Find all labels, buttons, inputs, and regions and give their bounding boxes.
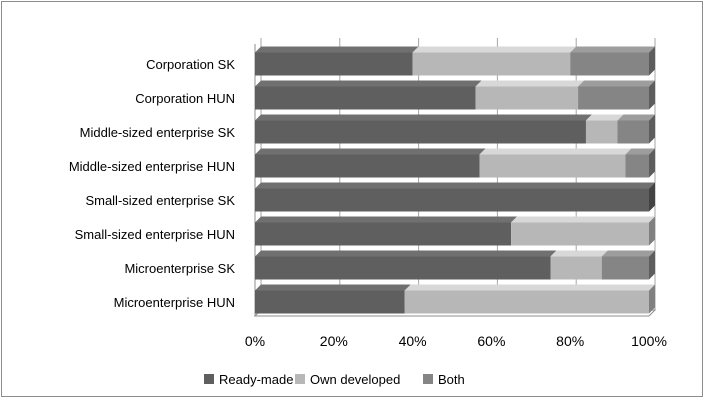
bar-ready-made bbox=[255, 290, 405, 314]
bar-ready-made bbox=[255, 222, 512, 246]
bar-ready-made-top bbox=[255, 80, 482, 87]
bar-own-developed-top bbox=[585, 114, 624, 121]
x-tick-label: 100% bbox=[631, 333, 667, 349]
category-label: Middle-sized enterprise HUN bbox=[69, 159, 235, 174]
bar-both-top bbox=[578, 80, 655, 87]
bar-end-cap bbox=[649, 148, 655, 178]
bar-both bbox=[625, 154, 649, 178]
x-tick-label: 20% bbox=[320, 333, 348, 349]
bar-ready-made bbox=[255, 86, 476, 110]
bar-own-developed bbox=[475, 86, 579, 110]
bar-ready-made bbox=[255, 256, 551, 280]
x-tick-label: 80% bbox=[556, 333, 584, 349]
x-tick-label: 0% bbox=[245, 333, 265, 349]
category-label: Corporation HUN bbox=[135, 91, 235, 106]
bar-own-developed-top bbox=[511, 216, 655, 223]
bar-end-cap bbox=[649, 250, 655, 280]
bar-ready-made-top bbox=[255, 250, 557, 257]
category-label: Microenterprise SK bbox=[124, 261, 235, 276]
bar-own-developed bbox=[404, 290, 649, 314]
bar-ready-made-top bbox=[255, 114, 592, 121]
bar-both-top bbox=[617, 114, 655, 121]
x-tick-label: 40% bbox=[399, 333, 427, 349]
bar-own-developed bbox=[479, 154, 626, 178]
legend-label-own-developed: Own developed bbox=[310, 372, 400, 387]
bar-end-cap bbox=[649, 182, 655, 212]
bar-own-developed-top bbox=[475, 80, 585, 87]
bar-own-developed bbox=[585, 120, 618, 144]
x-tick-label: 60% bbox=[477, 333, 505, 349]
bar-own-developed bbox=[550, 256, 602, 280]
bar-both bbox=[578, 86, 649, 110]
bar-both bbox=[570, 52, 649, 76]
category-label: Small-sized enterprise HUN bbox=[75, 227, 235, 242]
category-label: Microenterprise HUN bbox=[114, 295, 235, 310]
bar-ready-made-top bbox=[255, 182, 655, 189]
bar-end-cap bbox=[649, 46, 655, 76]
bar-ready-made-top bbox=[255, 216, 518, 223]
bar-ready-made bbox=[255, 188, 649, 212]
bar-ready-made-top bbox=[255, 46, 419, 53]
bar-both-top bbox=[570, 46, 655, 53]
category-label: Corporation SK bbox=[146, 57, 235, 72]
bar-own-developed-top bbox=[479, 148, 632, 155]
category-label: Small-sized enterprise SK bbox=[85, 193, 235, 208]
legend-label-ready-made: Ready-made bbox=[219, 372, 293, 387]
bar-own-developed-top bbox=[550, 250, 608, 257]
bar-ready-made bbox=[255, 52, 413, 76]
bar-own-developed-top bbox=[412, 46, 577, 53]
category-label: Middle-sized enterprise SK bbox=[80, 125, 236, 140]
bar-ready-made bbox=[255, 154, 480, 178]
bar-ready-made-top bbox=[255, 284, 411, 291]
legend-swatch-own-developed bbox=[295, 374, 305, 384]
bar-both-top bbox=[601, 250, 655, 257]
bar-own-developed bbox=[511, 222, 649, 246]
bar-end-cap bbox=[649, 216, 655, 246]
bar-end-cap bbox=[649, 114, 655, 144]
bar-own-developed bbox=[412, 52, 571, 76]
bar-ready-made bbox=[255, 120, 586, 144]
legend-swatch-ready-made bbox=[204, 374, 214, 384]
bar-ready-made-top bbox=[255, 148, 486, 155]
legend-swatch-both bbox=[423, 374, 433, 384]
legend-label-both: Both bbox=[438, 372, 465, 387]
bar-both-top bbox=[625, 148, 655, 155]
bar-both bbox=[617, 120, 649, 144]
bar-both bbox=[601, 256, 649, 280]
bar-end-cap bbox=[649, 80, 655, 110]
bar-end-cap bbox=[649, 284, 655, 314]
bar-own-developed-top bbox=[404, 284, 655, 291]
